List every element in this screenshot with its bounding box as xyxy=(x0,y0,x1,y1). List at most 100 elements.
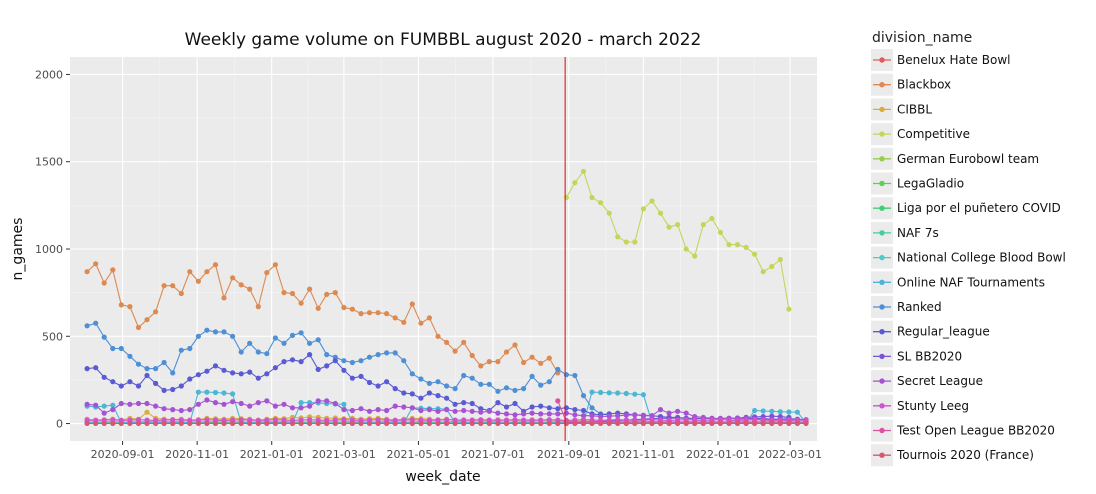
data-point xyxy=(752,420,758,426)
data-point xyxy=(623,412,629,418)
data-point xyxy=(195,278,201,284)
data-point xyxy=(170,417,176,423)
data-point xyxy=(657,407,664,413)
data-point xyxy=(178,420,184,426)
data-point xyxy=(375,383,381,389)
data-point xyxy=(230,370,236,376)
data-point xyxy=(512,420,518,426)
y-axis-title: n_games xyxy=(10,218,26,281)
data-point xyxy=(144,420,150,426)
data-point xyxy=(452,386,458,392)
legend-key-point xyxy=(879,254,885,261)
legend-key-point xyxy=(879,427,885,434)
data-point xyxy=(606,210,612,216)
data-point xyxy=(358,358,364,364)
data-point xyxy=(281,401,287,407)
data-point xyxy=(546,405,552,411)
data-point xyxy=(272,420,278,426)
data-point xyxy=(127,420,133,426)
data-point xyxy=(786,409,792,415)
data-point xyxy=(384,311,390,317)
data-point xyxy=(212,329,219,335)
data-point xyxy=(187,407,193,413)
data-point xyxy=(503,349,510,355)
data-point xyxy=(640,412,647,418)
data-point xyxy=(375,352,381,358)
data-point xyxy=(298,359,304,365)
data-point xyxy=(512,387,518,393)
data-point xyxy=(401,390,407,396)
data-point xyxy=(452,348,458,354)
data-point xyxy=(221,295,227,301)
legend-item: Regular_league xyxy=(871,320,990,343)
data-point xyxy=(255,400,261,406)
data-point xyxy=(495,359,501,365)
data-point xyxy=(264,351,270,357)
data-point xyxy=(503,411,510,417)
data-point xyxy=(444,395,450,401)
legend-item: German Eurobowl team xyxy=(871,147,1039,170)
data-point xyxy=(84,401,90,407)
data-point xyxy=(178,290,184,297)
data-point xyxy=(478,420,484,426)
data-point xyxy=(170,407,176,413)
data-point xyxy=(469,352,475,359)
legend-key-point xyxy=(879,403,885,409)
data-point xyxy=(170,370,176,376)
legend-label: Stunty Leeg xyxy=(897,399,969,413)
legend-label: German Eurobowl team xyxy=(897,152,1039,166)
data-point xyxy=(212,389,219,396)
data-point xyxy=(238,282,244,288)
data-point xyxy=(409,417,415,423)
data-point xyxy=(435,333,441,339)
data-point xyxy=(538,411,544,417)
y-tick-label: 1500 xyxy=(35,156,63,169)
grid xyxy=(70,57,817,441)
data-point xyxy=(238,400,244,407)
data-point xyxy=(486,408,492,414)
data-point xyxy=(153,309,159,315)
data-point xyxy=(101,374,107,380)
legend-item: Secret League xyxy=(871,370,983,393)
legend-item: National College Blood Bowl xyxy=(871,246,1066,269)
data-point xyxy=(478,409,484,415)
data-point xyxy=(110,267,116,273)
data-point xyxy=(640,392,647,398)
data-point xyxy=(769,420,775,426)
data-point xyxy=(230,420,236,426)
data-point xyxy=(478,417,484,423)
data-point xyxy=(101,280,107,286)
data-point xyxy=(315,366,321,372)
data-point xyxy=(580,420,587,426)
legend-key-point xyxy=(879,131,885,137)
data-point xyxy=(135,420,142,426)
data-point xyxy=(170,386,176,393)
data-point xyxy=(623,420,629,426)
data-point xyxy=(298,330,304,336)
data-point xyxy=(195,333,201,339)
data-point xyxy=(401,420,407,426)
data-point xyxy=(247,403,253,409)
data-point xyxy=(341,407,347,413)
data-point xyxy=(341,420,347,426)
legend-item: Online NAF Tournaments xyxy=(871,271,1045,294)
data-point xyxy=(555,406,561,412)
data-point xyxy=(375,407,381,413)
data-point xyxy=(418,407,424,414)
data-point xyxy=(392,420,398,426)
data-point xyxy=(469,375,475,381)
data-point xyxy=(315,337,321,343)
data-point xyxy=(118,400,124,407)
data-point xyxy=(478,381,484,387)
data-point xyxy=(392,386,398,392)
data-point xyxy=(692,253,698,259)
data-point xyxy=(161,387,167,393)
data-point xyxy=(204,417,210,423)
data-point xyxy=(529,373,535,379)
data-point xyxy=(435,420,441,426)
data-point xyxy=(666,420,672,426)
x-tick-label: 2022-03-01 xyxy=(758,448,822,461)
data-point xyxy=(101,410,107,416)
y-tick-label: 500 xyxy=(42,330,63,343)
data-point xyxy=(204,269,210,275)
